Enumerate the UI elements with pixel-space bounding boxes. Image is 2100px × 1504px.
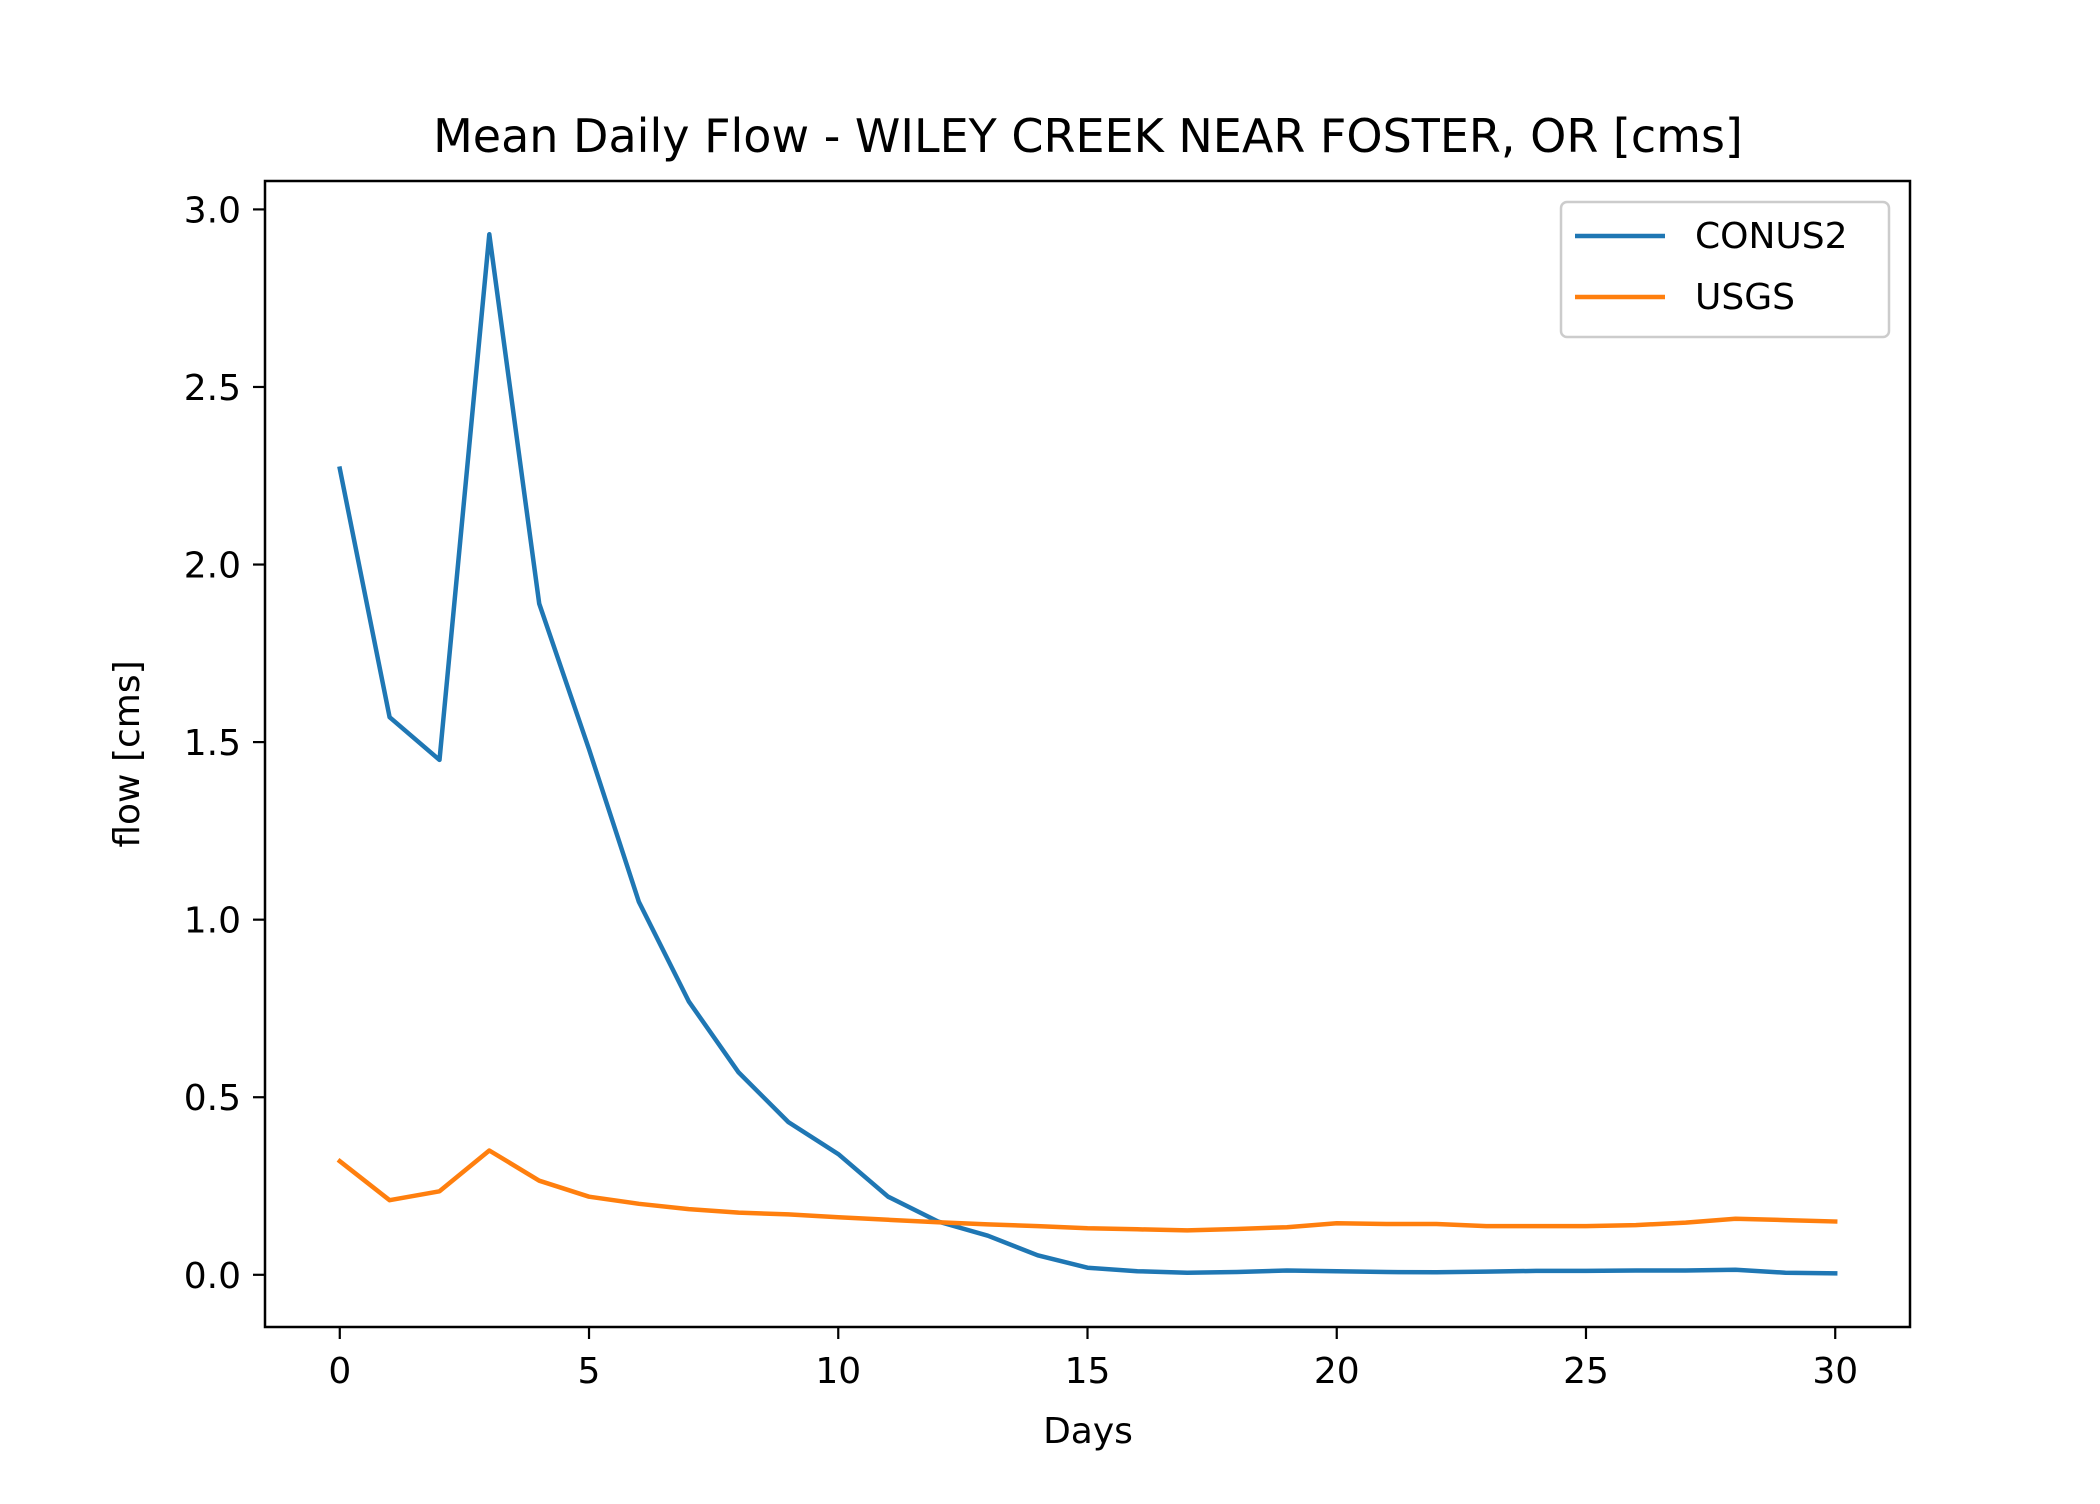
x-tick-label: 0 xyxy=(328,1351,351,1392)
legend: CONUS2 USGS xyxy=(1559,200,1891,339)
y-tick-label: 0.5 xyxy=(184,1078,241,1119)
y-axis: 0.0 0.5 1.0 1.5 2.0 2.5 3.0 xyxy=(184,190,265,1297)
y-axis-label: flow [cms] xyxy=(107,660,148,847)
x-tick-label: 25 xyxy=(1563,1351,1609,1392)
plot-area xyxy=(336,232,1838,1276)
chart-title: Mean Daily Flow - WILEY CREEK NEAR FOSTE… xyxy=(433,109,1743,163)
x-axis: 0 5 10 15 20 25 30 xyxy=(328,1327,1858,1392)
x-axis-label: Days xyxy=(1043,1411,1133,1452)
y-tick-label: 3.0 xyxy=(184,190,241,231)
y-tick-label: 2.5 xyxy=(184,368,241,409)
y-tick-label: 2.0 xyxy=(184,546,241,587)
legend-label-conus2: CONUS2 xyxy=(1695,216,1848,257)
x-tick-label: 5 xyxy=(578,1351,601,1392)
x-tick-label: 30 xyxy=(1812,1351,1858,1392)
y-tick-label: 1.5 xyxy=(184,723,241,764)
series-line-usgs xyxy=(336,1148,1838,1233)
y-tick-label: 1.0 xyxy=(184,901,241,942)
y-tick-label: 0.0 xyxy=(184,1256,241,1297)
series-line-conus2 xyxy=(337,232,1838,1276)
legend-label-usgs: USGS xyxy=(1695,277,1795,318)
x-tick-label: 15 xyxy=(1065,1351,1111,1392)
x-tick-label: 10 xyxy=(815,1351,861,1392)
x-tick-label: 20 xyxy=(1314,1351,1360,1392)
